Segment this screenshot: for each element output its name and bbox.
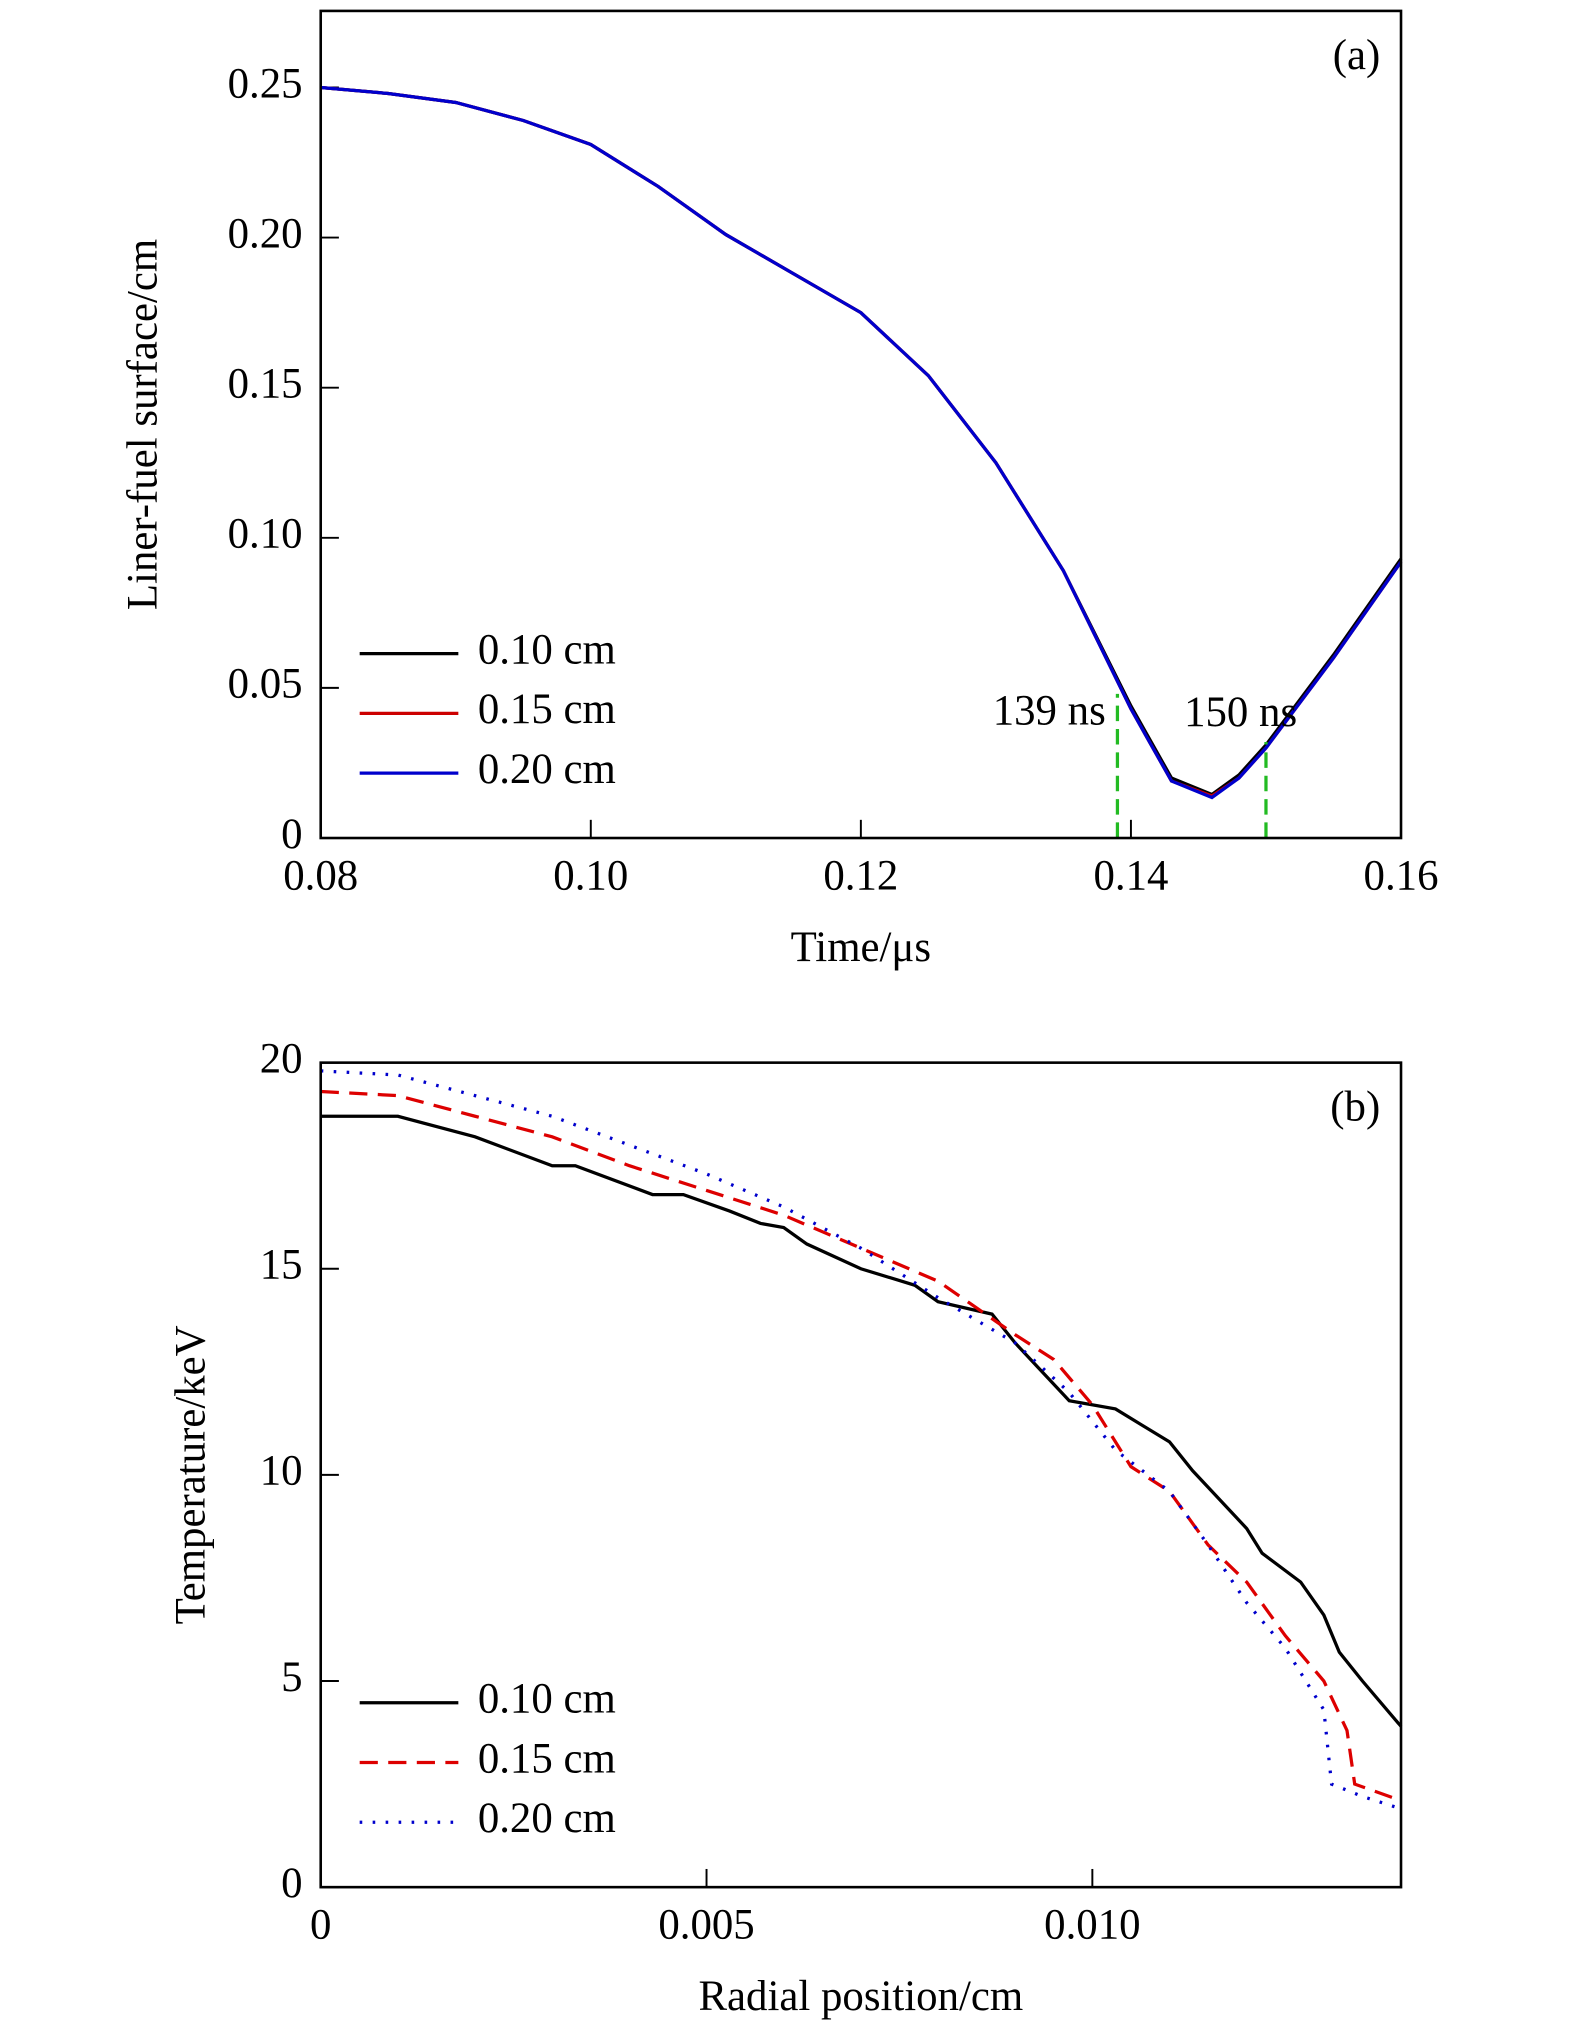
y-tick-label: 0.05: [228, 661, 303, 708]
y-tick-label: 0.20: [228, 210, 303, 257]
legend-label: 0.10 cm: [478, 626, 616, 673]
y-tick-label: 0.10: [228, 511, 303, 558]
y-tick-label: 20: [260, 1035, 303, 1082]
y-tick-label: 5: [281, 1654, 302, 1701]
x-tick-label: 0: [310, 1902, 331, 1949]
y-tick-label: 10: [260, 1448, 303, 1495]
plot-frame: [319, 9, 1403, 840]
x-tick-label: 0.12: [823, 852, 898, 899]
y-axis-label: Temperature/keV: [168, 1325, 215, 1624]
series-line: [320, 1114, 1403, 1728]
legend-label: 0.20 cm: [478, 1795, 616, 1842]
x-tick-label: 0.010: [1044, 1902, 1140, 1949]
x-axis-label: Radial position/cm: [698, 1973, 1023, 2020]
y-tick-label: 0: [281, 811, 302, 858]
x-tick-label: 0.08: [283, 852, 358, 899]
x-axis-label: Time/μs: [791, 924, 931, 971]
legend-label: 0.15 cm: [478, 1735, 616, 1782]
legend-label: 0.10 cm: [478, 1676, 616, 1723]
series-line: [320, 85, 1403, 800]
legend-label: 0.20 cm: [478, 746, 616, 793]
chart-panel: 0 5 10 15 20 0 0.005 0.010 0.10 cm 0.15 cm 0.20 cm…: [168, 1035, 1403, 2020]
panel-label: (b): [1330, 1084, 1380, 1131]
annotation-label: 139 ns: [993, 688, 1106, 735]
y-tick-label: 0: [281, 1860, 302, 1907]
y-axis-label: Liner-fuel surface/cm: [120, 239, 167, 610]
plot-frame: [319, 1061, 1403, 1889]
legend-label: 0.15 cm: [478, 686, 616, 733]
x-tick-label: 0.16: [1364, 852, 1439, 899]
series-line: [320, 1089, 1402, 1803]
chart-panel: 0 0.05 0.10 0.15 0.20 0.25 0.08 0.10 0.12 0.14 0.1…: [120, 9, 1439, 971]
x-tick-label: 0.14: [1093, 852, 1168, 899]
x-tick-label: 0.10: [553, 852, 628, 899]
y-tick-label: 15: [260, 1242, 303, 1289]
panel-label: (a): [1333, 32, 1381, 79]
annotation-label: 150 ns: [1184, 689, 1297, 736]
x-tick-label: 0.005: [658, 1902, 754, 1949]
y-tick-label: 0.25: [228, 60, 303, 107]
y-tick-label: 0.15: [228, 361, 303, 408]
